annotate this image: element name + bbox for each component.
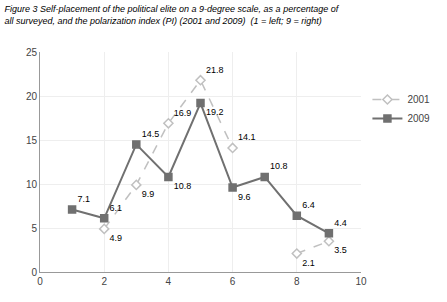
- svg-text:0: 0: [31, 267, 37, 278]
- svg-text:14.1: 14.1: [238, 132, 256, 142]
- svg-text:6.1: 6.1: [110, 203, 123, 213]
- svg-text:2.1: 2.1: [302, 258, 315, 268]
- svg-text:6.4: 6.4: [302, 200, 315, 210]
- svg-text:20: 20: [26, 91, 38, 102]
- svg-text:10.8: 10.8: [270, 161, 288, 171]
- svg-text:19.2: 19.2: [206, 107, 224, 117]
- svg-text:21.8: 21.8: [206, 65, 224, 75]
- svg-text:7.1: 7.1: [77, 194, 90, 204]
- svg-text:10: 10: [26, 179, 38, 190]
- svg-text:4: 4: [166, 276, 172, 287]
- svg-text:2: 2: [101, 276, 107, 287]
- svg-text:25: 25: [26, 47, 38, 58]
- svg-text:10: 10: [355, 276, 367, 287]
- svg-text:9.6: 9.6: [238, 192, 251, 202]
- svg-text:3.5: 3.5: [334, 245, 347, 255]
- svg-text:16.9: 16.9: [174, 108, 192, 118]
- svg-text:9.9: 9.9: [142, 189, 155, 199]
- svg-text:10.8: 10.8: [174, 181, 192, 191]
- svg-text:5: 5: [31, 223, 37, 234]
- svg-text:6: 6: [230, 276, 236, 287]
- svg-text:15: 15: [26, 135, 38, 146]
- svg-text:2001: 2001: [407, 94, 430, 105]
- svg-text:Figure 3 Self-placement of the: Figure 3 Self-placement of the political…: [4, 4, 339, 26]
- svg-text:2009: 2009: [407, 113, 430, 124]
- svg-text:8: 8: [294, 276, 300, 287]
- svg-text:4.4: 4.4: [334, 218, 347, 228]
- svg-text:4.9: 4.9: [110, 233, 123, 243]
- svg-text:0: 0: [37, 276, 43, 287]
- svg-text:14.5: 14.5: [142, 129, 160, 139]
